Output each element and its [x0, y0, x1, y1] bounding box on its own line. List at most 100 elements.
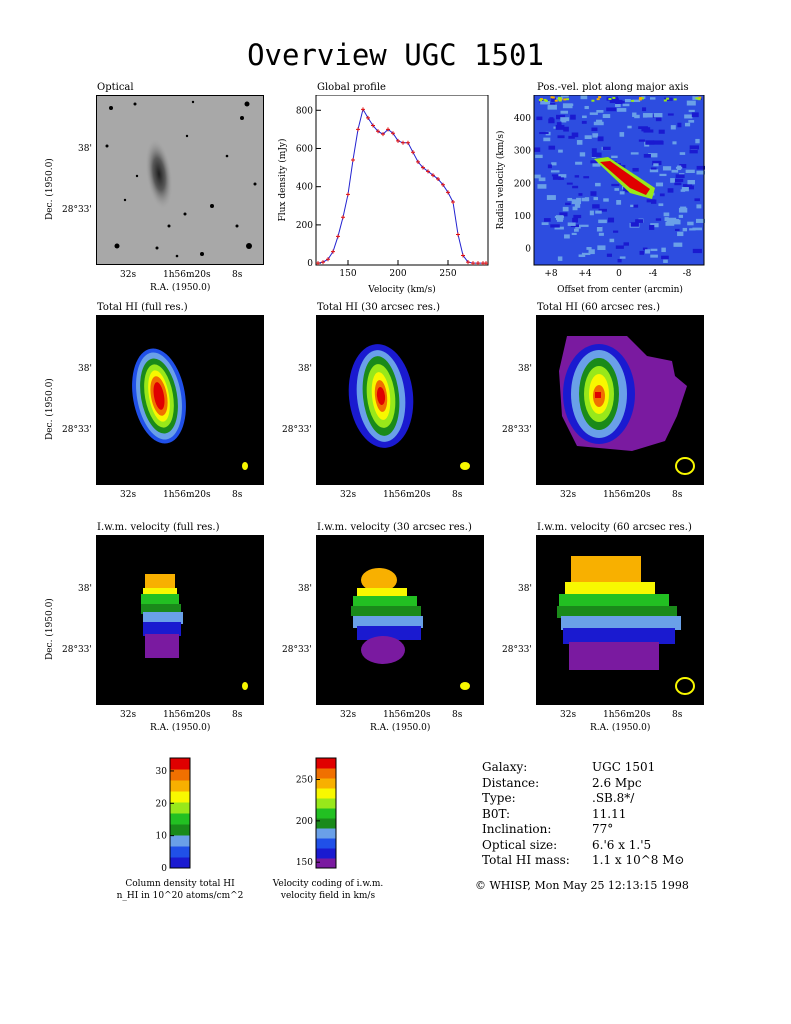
posvel-x-tick-label: 0 [616, 269, 622, 279]
ra-tick-1h56m20s-r3c2: 1h56m20s [383, 710, 431, 720]
posvel-top-noise [612, 96, 616, 99]
dec-axis-label-r2: Dec. (1950.0) [45, 378, 55, 440]
dec-tick-38: 38' [78, 144, 92, 154]
posvel-noise-cell [659, 173, 667, 177]
posvel-noise-cell [678, 214, 684, 218]
colorbar-step [170, 813, 190, 825]
colorbar-step [170, 780, 190, 792]
posvel-noise-cell [596, 119, 603, 123]
posvel-noise-cell [572, 217, 579, 223]
optical-svg [105, 100, 257, 258]
posvel-noise-cell [549, 117, 554, 122]
ra-tick-32s-r2c1: 32s [120, 490, 137, 500]
posvel-noise-cell [581, 197, 589, 202]
posvel-noise-cell [667, 188, 674, 193]
posvel-noise-cell [682, 184, 693, 187]
ra-tick-1h56m20s-r2c2: 1h56m20s [383, 490, 431, 500]
posvel-noise-cell [623, 242, 629, 246]
posvel-top-noise [538, 98, 542, 101]
ra-tick-32s-r2c2: 32s [340, 490, 357, 500]
posvel-noise-cell [686, 100, 696, 106]
posvel-noise-cell [619, 132, 625, 137]
posvel-noise-cell [648, 153, 658, 158]
posvel-noise-cell [641, 127, 651, 132]
profile-point [471, 261, 475, 266]
posvel-noise-cell [671, 169, 679, 173]
posvel-top-noise [631, 99, 635, 102]
posvel-top-noise [698, 96, 702, 99]
posvel-noise-cell [642, 113, 653, 118]
colorbar-step [316, 818, 336, 829]
posvel-noise-cell [689, 149, 698, 154]
posvel-noise-cell [650, 167, 657, 170]
posvel-noise-cell [685, 169, 695, 174]
posvel-noise-cell [563, 126, 569, 132]
posvel-noise-cell [536, 116, 543, 121]
ra-tick-1h56m20s-r2c3: 1h56m20s [603, 490, 651, 500]
posvel-noise-cell [682, 227, 688, 232]
footer-credit: © WHISP, Mon May 25 12:13:15 1998 [475, 879, 689, 892]
velocity-colorbar: 150 200 250 [296, 757, 337, 869]
profile-frame [315, 95, 489, 266]
posvel-noise-cell [696, 204, 702, 209]
ra-tick-8s-r2c3: 8s [672, 490, 683, 500]
posvel-noise-cell [571, 132, 579, 138]
velocity-caption-1: Velocity coding of i.w.m. [272, 879, 384, 889]
posvel-top-noise [596, 98, 600, 101]
posvel-top-noise [663, 99, 667, 102]
dec-tick-28-33-r2: 28°33' [62, 425, 92, 435]
posvel-noise-cell [650, 248, 658, 252]
posvel-noise-cell [574, 202, 581, 208]
panel-title-global-profile: Global profile [317, 82, 386, 93]
posvel-chart: 0 100 200 300 400 +8 +4 0 -4 -8 Offset from cent… [495, 95, 705, 295]
posvel-y-tick-label: 100 [514, 212, 531, 222]
density-colorbar-steps [170, 758, 190, 869]
colorbar-step [316, 848, 336, 859]
posvel-top-noise [557, 96, 561, 99]
posvel-xlabel: Offset from center (arcmin) [557, 284, 683, 295]
vel-30-blobs [351, 568, 470, 690]
posvel-noise-cell [589, 112, 598, 115]
profile-xlabel: Velocity (km/s) [367, 284, 435, 295]
posvel-noise-cell [649, 97, 656, 100]
posvel-noise-cell [572, 185, 579, 189]
posvel-noise-cell [588, 249, 595, 255]
colorbar-tick-label: 0 [161, 864, 167, 873]
posvel-noise-cell [635, 219, 644, 223]
posvel-y-tick-label: 400 [514, 114, 531, 124]
posvel-noise-cell [638, 126, 648, 129]
posvel-noise-cell [667, 113, 674, 116]
beam-ellipse [675, 457, 695, 475]
posvel-noise-cell [615, 103, 621, 108]
posvel-noise-cell [574, 228, 579, 232]
posvel-noise-cell [663, 212, 670, 217]
posvel-noise-cell [650, 254, 658, 258]
profile-point [446, 190, 450, 195]
dec-tick-38-r3: 38' [78, 584, 92, 594]
dec-axis-label-r3: Dec. (1950.0) [45, 598, 55, 660]
beam-ellipse [242, 462, 248, 470]
posvel-noise-cell [595, 210, 602, 214]
dec-tick-28-33-r3c3: 28°33' [502, 645, 532, 655]
posvel-noise-cell [646, 199, 655, 203]
posvel-noise-cell [591, 152, 602, 158]
posvel-noise-cell [664, 217, 669, 222]
posvel-noise-cell [630, 222, 639, 227]
posvel-noise-cell [571, 232, 577, 235]
colorbar-step [316, 758, 336, 769]
info-row-optical-size: Optical size: 6.'6 x 1.'5 [482, 837, 652, 852]
profile-point [421, 165, 425, 170]
posvel-noise-cell [691, 112, 699, 118]
posvel-noise-cell [670, 178, 675, 183]
profile-point [461, 253, 465, 258]
posvel-top-noise [558, 98, 562, 101]
ra-tick-1h56m20s: 1h56m20s [163, 270, 211, 280]
posvel-noise-cell [684, 114, 693, 119]
posvel-y-tick-label: 200 [514, 179, 531, 189]
velocity-caption-2: velocity field in km/s [280, 891, 376, 901]
posvel-x-tick-label: -8 [683, 269, 692, 279]
profile-point [361, 107, 365, 112]
profile-x-tick-labels: 150 200 250 [339, 269, 456, 279]
dec-tick-38-r2c2: 38' [298, 364, 312, 374]
posvel-noise-cell [540, 100, 551, 105]
